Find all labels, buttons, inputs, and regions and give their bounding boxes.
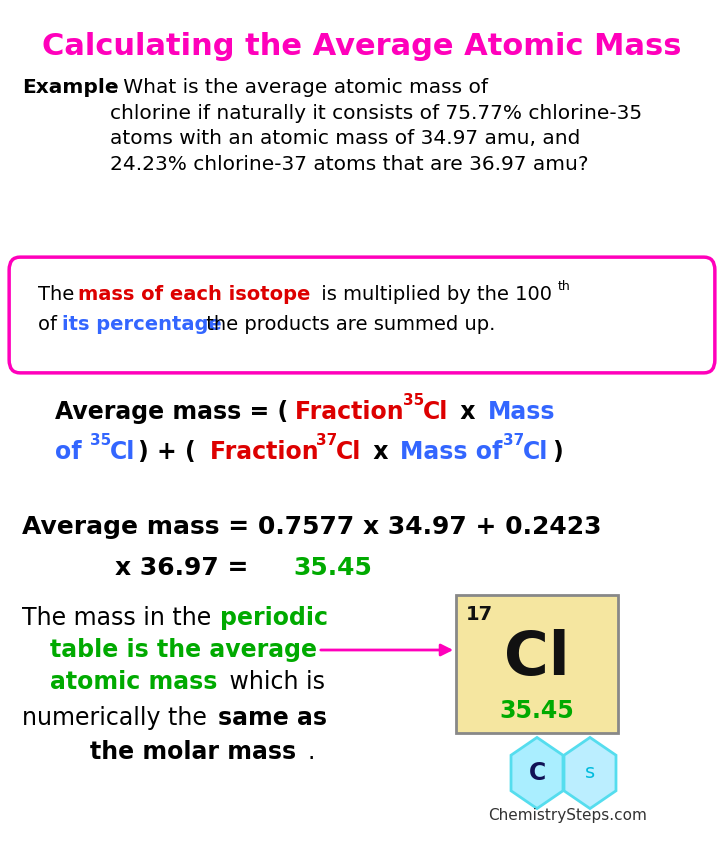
Text: Cl: Cl <box>504 630 570 688</box>
Text: th: th <box>558 280 571 293</box>
Text: s: s <box>585 764 595 782</box>
Text: Cl: Cl <box>110 440 135 464</box>
Text: 37: 37 <box>503 433 524 448</box>
Text: Mass: Mass <box>488 400 555 424</box>
Text: 17: 17 <box>466 605 493 624</box>
Text: x: x <box>365 440 397 464</box>
Text: which is: which is <box>222 670 325 694</box>
Polygon shape <box>564 737 616 808</box>
Text: table is the average: table is the average <box>50 638 317 662</box>
Text: Average mass = (: Average mass = ( <box>55 400 288 424</box>
Polygon shape <box>511 737 563 808</box>
Text: same as: same as <box>218 706 327 730</box>
Text: Cl: Cl <box>523 440 548 464</box>
Text: Example: Example <box>22 78 119 97</box>
Text: : What is the average atomic mass of
chlorine if naturally it consists of 75.77%: : What is the average atomic mass of chl… <box>110 78 642 174</box>
Text: The: The <box>38 285 80 304</box>
Text: ): ) <box>552 440 563 464</box>
Text: Cl: Cl <box>336 440 361 464</box>
Text: the molar mass: the molar mass <box>90 740 296 764</box>
Text: 35: 35 <box>403 393 424 408</box>
Text: of: of <box>55 440 90 464</box>
Text: ) + (: ) + ( <box>138 440 195 464</box>
Text: numerically the: numerically the <box>22 706 214 730</box>
Text: Average mass = 0.7577 x 34.97 + 0.2423: Average mass = 0.7577 x 34.97 + 0.2423 <box>22 515 602 539</box>
Text: x 36.97 =: x 36.97 = <box>115 556 257 580</box>
Text: its percentage: its percentage <box>62 315 222 334</box>
Text: mass of each isotope: mass of each isotope <box>78 285 311 304</box>
Text: Mass of: Mass of <box>400 440 510 464</box>
Text: Fraction: Fraction <box>210 440 327 464</box>
Text: of: of <box>38 315 63 334</box>
Text: 35.45: 35.45 <box>293 556 372 580</box>
Text: The mass in the: The mass in the <box>22 606 219 630</box>
Text: 35.45: 35.45 <box>500 699 574 723</box>
FancyBboxPatch shape <box>456 595 618 733</box>
Text: 35: 35 <box>90 433 111 448</box>
Text: C: C <box>529 761 546 785</box>
Text: ChemistrySteps.com: ChemistrySteps.com <box>489 808 647 823</box>
Text: Cl: Cl <box>423 400 448 424</box>
Text: atomic mass: atomic mass <box>50 670 217 694</box>
FancyBboxPatch shape <box>9 257 715 373</box>
Text: 37: 37 <box>316 433 337 448</box>
Text: the products are summed up.: the products are summed up. <box>200 315 495 334</box>
Text: Fraction: Fraction <box>295 400 412 424</box>
Text: periodic: periodic <box>220 606 328 630</box>
Text: is multiplied by the 100: is multiplied by the 100 <box>315 285 552 304</box>
Text: Calculating the Average Atomic Mass: Calculating the Average Atomic Mass <box>42 32 682 61</box>
Text: .: . <box>308 740 316 764</box>
Text: x: x <box>452 400 484 424</box>
